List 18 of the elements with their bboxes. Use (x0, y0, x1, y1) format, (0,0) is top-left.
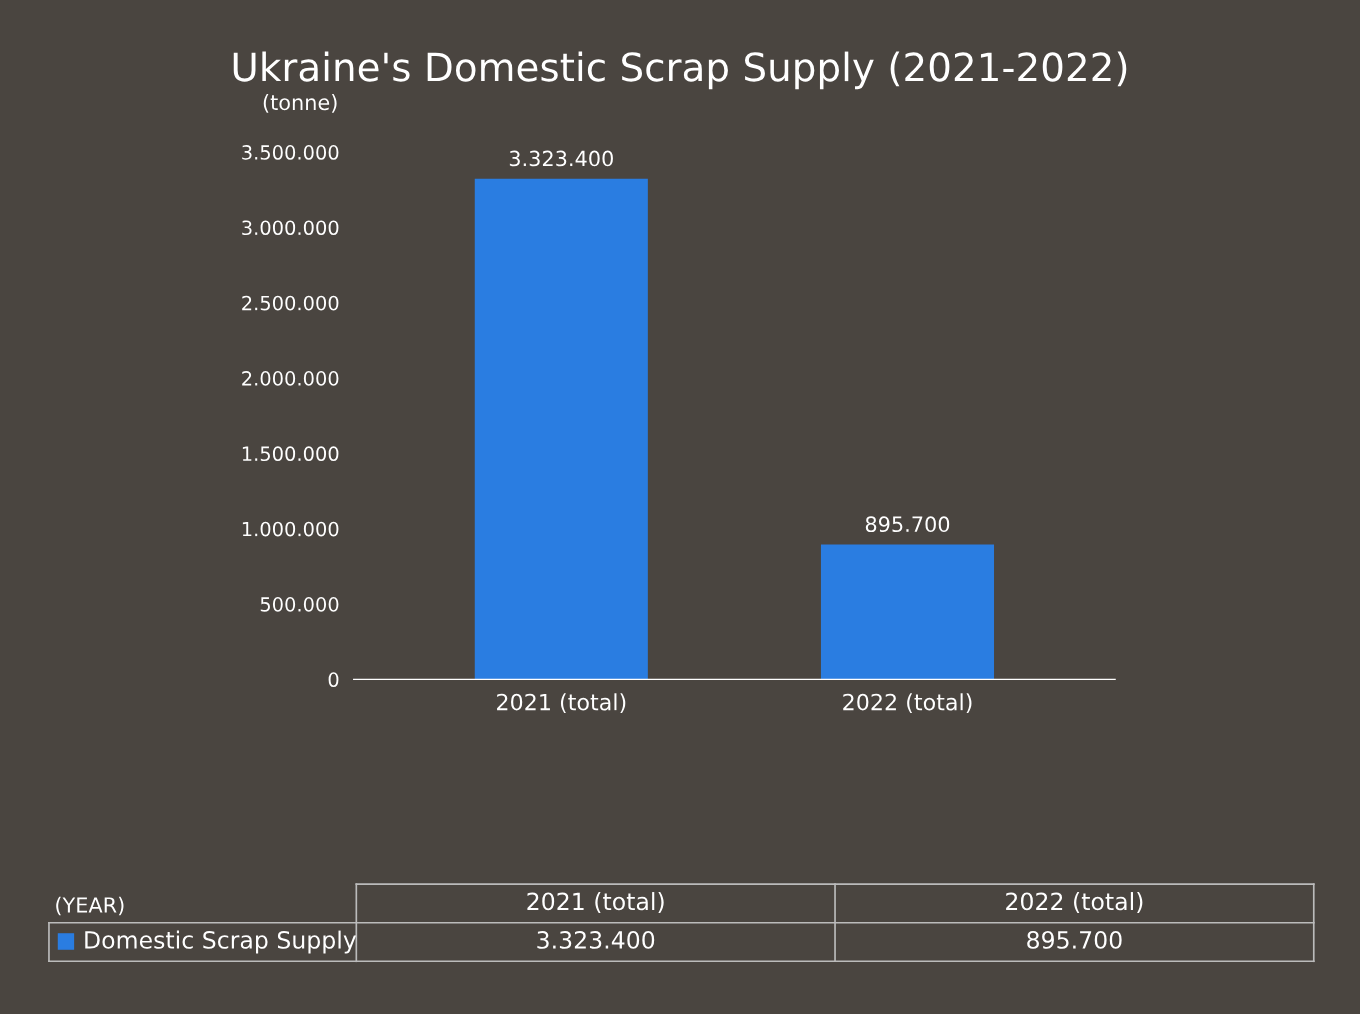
legend-label: Domestic Scrap Supply (85, 930, 357, 954)
y-axis-title: (tonne) (263, 94, 337, 113)
category-label: 2022 (total) (1006, 892, 1143, 914)
y-tick-label: 3.500.000 (242, 145, 339, 160)
category-label: 2021 (total) (527, 892, 664, 914)
y-tick-label: 2.000.000 (242, 371, 339, 386)
y-tick-label: 2.500.000 (242, 295, 339, 311)
text: 3.323.400 (509, 150, 613, 167)
y-tick-label: 1.000.000 (242, 521, 339, 537)
y-tick-label: 500.000 (260, 597, 339, 612)
data-label: 3.323.400 (537, 931, 655, 949)
data-label: 895.700 (1027, 931, 1122, 949)
text: 895.700 (865, 516, 950, 533)
chart-title: Ukraine's Domestic Scrap Supply (2021-2022) (233, 51, 1127, 90)
y-tick-label: 3.000.000 (242, 220, 339, 236)
y-tick-label: 0 (328, 672, 339, 688)
text: (YEAR) (56, 896, 124, 916)
y-tick-label: 1.500.000 (242, 446, 339, 462)
